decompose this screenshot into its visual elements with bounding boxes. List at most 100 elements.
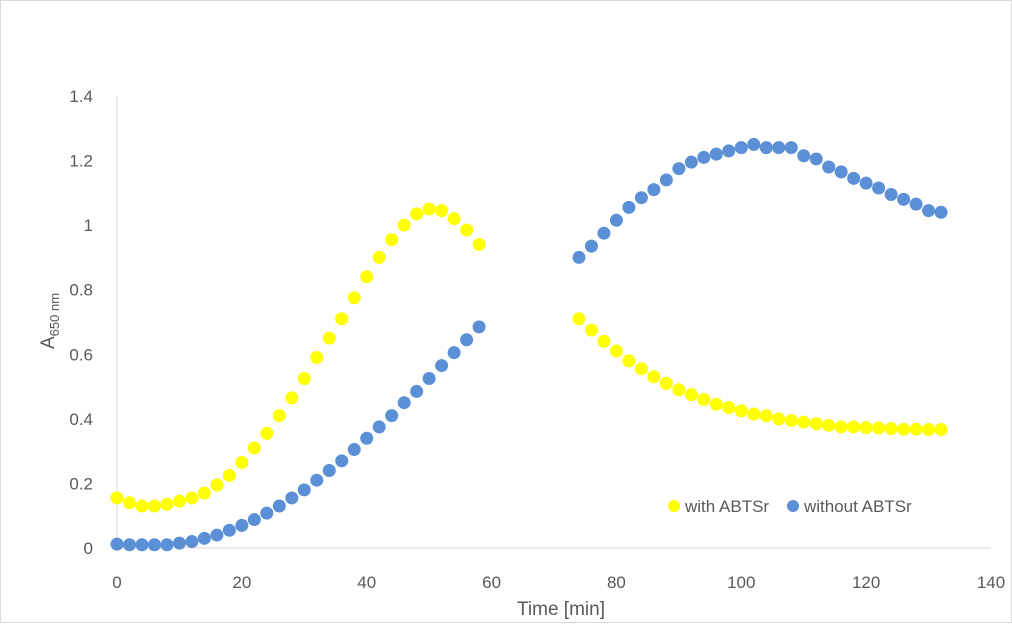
data-point [360,270,374,284]
data-point [322,331,336,345]
y-axis-label-group: A650 nm [38,293,62,349]
x-tick-labels: 0 20 40 60 80 100 120 140 [112,573,1005,592]
data-point [672,383,686,397]
data-point [922,204,936,218]
data-point [622,200,636,214]
data-point [709,147,723,161]
svg-text:A650 nm: A650 nm [38,293,62,349]
series-with-abtsr [110,202,948,513]
legend-label-with-abtsr: with ABTSr [684,497,769,516]
y-axis-label: A [38,336,59,349]
data-point [297,483,311,497]
y-axis-label-subscript: 650 nm [47,293,62,336]
y-tick-label: 0.8 [69,281,93,300]
data-point [135,538,149,552]
data-point [934,205,948,219]
x-tick-label: 80 [607,573,626,592]
data-point [809,417,823,431]
data-point [435,359,449,373]
data-point [622,354,636,368]
data-point [922,423,936,437]
data-point [634,191,648,205]
x-tick-label: 120 [852,573,880,592]
data-point [197,531,211,545]
data-point [722,401,736,415]
data-point [859,421,873,435]
data-point [909,197,923,211]
data-point [285,491,299,505]
y-tick-labels: 0 0.2 0.4 0.6 0.8 1 1.2 1.4 [69,87,93,558]
data-point [460,333,474,347]
data-point [734,141,748,155]
data-point [722,144,736,158]
data-point [884,422,898,436]
data-point [185,491,199,505]
x-tick-label: 0 [112,573,121,592]
data-point [584,323,598,337]
y-tick-label: 1.4 [69,87,93,106]
data-point [397,396,411,410]
data-point [160,497,174,511]
data-point [734,404,748,418]
data-point [197,486,211,500]
data-point [872,421,886,435]
data-point [110,491,124,505]
data-point [372,250,386,264]
legend: with ABTSr without ABTSr [668,497,912,516]
data-point [360,431,374,445]
data-point [147,499,161,513]
data-point [172,536,186,550]
legend-marker-with-abtsr [668,500,680,512]
data-point [397,218,411,232]
data-point [634,362,648,376]
data-point [647,183,661,197]
data-point [410,384,424,398]
data-point [222,468,236,482]
series-without-abtsr [110,137,948,552]
data-point [809,152,823,166]
data-point [385,233,399,247]
data-point [122,496,136,510]
data-point [859,176,873,190]
y-tick-label: 0.4 [69,410,93,429]
data-point [310,473,324,487]
data-point [847,171,861,185]
data-point [472,320,486,334]
data-point [347,443,361,457]
data-points [110,137,948,552]
data-point [297,372,311,385]
x-tick-label: 100 [727,573,755,592]
data-point [335,454,349,468]
data-point [747,407,761,421]
data-point [834,165,848,179]
data-point [609,344,623,358]
data-point [447,346,461,360]
data-point [172,494,186,508]
data-point [422,372,436,385]
data-point [235,455,249,469]
data-point [410,207,424,221]
data-point [572,250,586,264]
data-point [247,441,261,455]
legend-label-without-abtsr: without ABTSr [803,497,912,516]
data-point [909,422,923,436]
data-point [222,523,236,537]
y-tick-label: 0.6 [69,345,93,364]
y-tick-label: 1 [84,216,93,235]
data-point [822,418,836,432]
data-point [160,538,174,552]
data-point [934,423,948,437]
data-point [260,426,274,440]
data-point [759,409,773,423]
data-point [597,334,611,348]
data-point [847,420,861,434]
data-point [759,141,773,155]
data-point [772,141,786,155]
data-point [122,538,136,552]
data-point [385,409,399,423]
data-point [784,141,798,155]
data-point [310,351,324,365]
data-point [347,291,361,305]
data-point [684,388,698,402]
